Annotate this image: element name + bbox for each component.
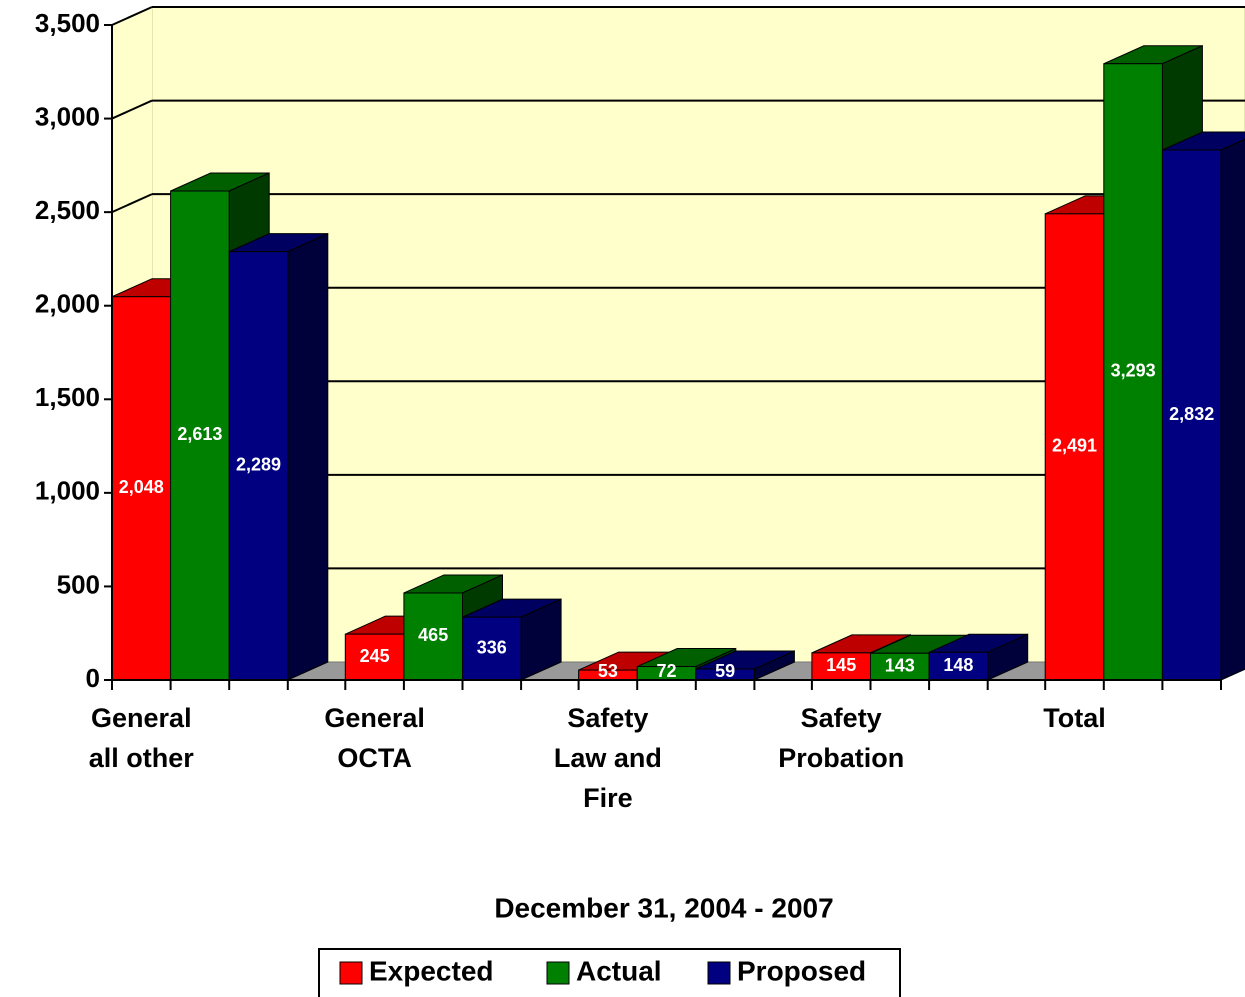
bar [462,616,522,681]
value-label: 245 [360,646,390,666]
y-tick-label: 500 [57,569,100,599]
y-tick-label: 3,500 [35,8,100,38]
y-tick-label: 1,000 [35,476,100,506]
legend-label: Proposed [737,955,866,986]
value-label: 145 [826,655,856,675]
legend-label: Expected [369,955,494,986]
value-label: 2,289 [236,455,281,475]
value-label: 3,293 [1111,361,1156,381]
value-label: 2,832 [1169,404,1214,424]
bar-side [1220,138,1245,681]
bar [170,190,230,681]
value-label: 59 [715,661,735,681]
value-label: 2,491 [1052,436,1097,456]
bar [344,633,405,681]
subtitle: December 31, 2004 - 2007 [494,892,833,923]
bar-side [287,232,329,681]
y-tick-label: 3,000 [35,101,100,131]
legend-label: Actual [576,955,662,986]
legend-box [318,948,901,997]
y-tick-label: 0 [86,663,100,693]
bar [1044,213,1105,681]
x-tick-label: Total [1043,703,1106,733]
value-label: 465 [418,625,448,645]
bar [403,592,463,681]
legend-swatch [546,961,570,985]
value-label: 148 [943,655,973,675]
y-tick-label: 2,000 [35,289,100,319]
bar [811,652,872,681]
grid-line-side [111,6,153,26]
x-tick-label: General all other [88,703,194,773]
bar [228,251,289,681]
grid-line-side [111,193,153,214]
x-tick-label: Safety Law and Fire [553,703,662,813]
bar [928,651,989,681]
y-tick-label: 1,500 [35,382,100,412]
legend-swatch [339,961,363,985]
grid-line-side [111,99,153,120]
value-label: 53 [598,661,618,681]
x-tick-label: General OCTA [324,703,425,773]
value-label: 143 [885,655,915,675]
value-label: 2,613 [177,424,222,444]
value-label: 336 [477,637,507,657]
legend-swatch [707,961,731,985]
y-tick-label: 2,500 [35,195,100,225]
value-label: 72 [656,661,676,681]
value-label: 2,048 [119,477,164,497]
x-tick-label: Safety Probation [778,703,905,773]
bar [870,652,930,681]
